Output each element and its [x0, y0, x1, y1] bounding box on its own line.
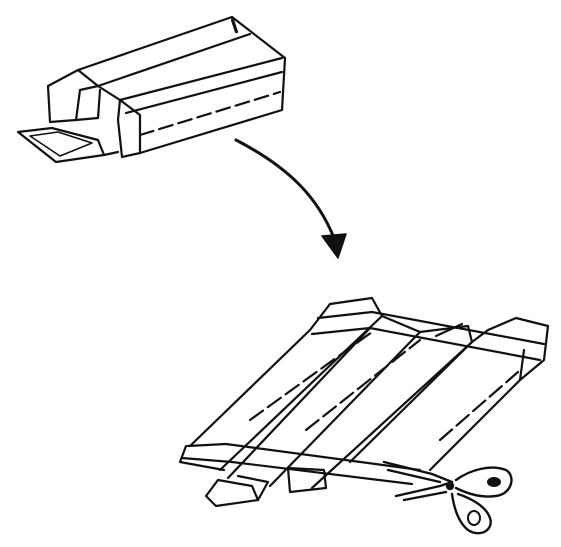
curved-arrow-icon [234, 138, 347, 259]
flattened-box-drawing [178, 296, 550, 508]
scissors-icon [382, 460, 513, 535]
opened-box-drawing [16, 15, 287, 164]
